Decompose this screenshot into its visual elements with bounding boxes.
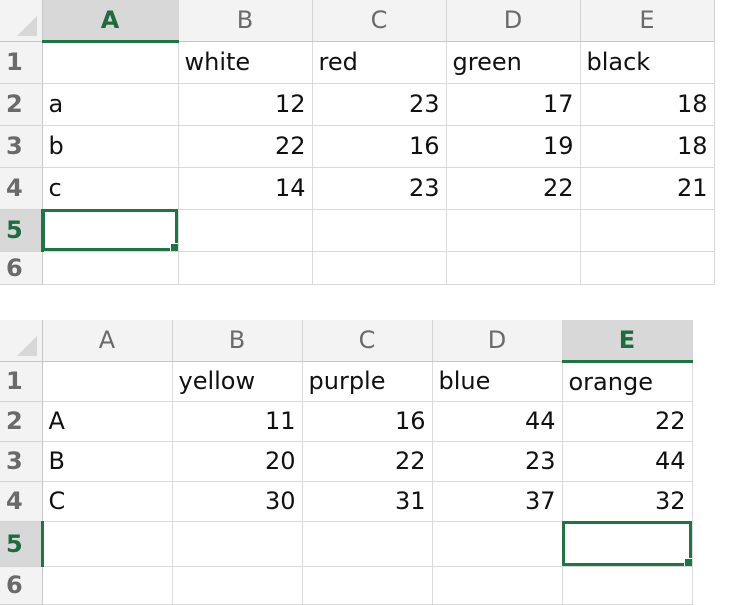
- cell-b3[interactable]: 22: [178, 125, 313, 168]
- cell-a2[interactable]: A: [42, 401, 173, 442]
- select-all-corner[interactable]: [0, 0, 43, 42]
- cell-a6[interactable]: [42, 251, 179, 285]
- cell-c4[interactable]: 31: [302, 481, 433, 522]
- column-header-b[interactable]: B: [172, 320, 303, 362]
- cell-c1[interactable]: red: [312, 41, 447, 84]
- cell-e1[interactable]: black: [580, 41, 715, 84]
- cell-c5[interactable]: [312, 209, 447, 252]
- cell-c2[interactable]: 23: [312, 83, 447, 126]
- cell-c1[interactable]: purple: [302, 361, 433, 402]
- cell-b3[interactable]: 20: [172, 441, 303, 482]
- cell-a4[interactable]: C: [42, 481, 173, 522]
- cell-e2[interactable]: 18: [580, 83, 715, 126]
- cell-b6[interactable]: [178, 251, 313, 285]
- cell-e3[interactable]: 18: [580, 125, 715, 168]
- cell-d4[interactable]: 37: [432, 481, 563, 522]
- cell-b5[interactable]: [178, 209, 313, 252]
- row-header-1[interactable]: 1: [0, 41, 43, 84]
- cell-d1[interactable]: green: [446, 41, 581, 84]
- cell-c2[interactable]: 16: [302, 401, 433, 442]
- row-header-1[interactable]: 1: [0, 361, 43, 402]
- cell-a3[interactable]: b: [42, 125, 179, 168]
- cell-a3[interactable]: B: [42, 441, 173, 482]
- cell-e3[interactable]: 44: [562, 441, 693, 482]
- row-header-2[interactable]: 2: [0, 401, 43, 442]
- row-header-5[interactable]: 5: [0, 209, 44, 252]
- active-cell-e5[interactable]: [562, 521, 693, 567]
- cell-e5[interactable]: [580, 209, 715, 252]
- cell-d3[interactable]: 19: [446, 125, 581, 168]
- cell-a6[interactable]: [42, 566, 173, 605]
- fill-handle[interactable]: [169, 242, 177, 250]
- column-header-c[interactable]: C: [312, 0, 447, 42]
- cell-d6[interactable]: [432, 566, 563, 605]
- cell-b6[interactable]: [172, 566, 303, 605]
- cell-b2[interactable]: 11: [172, 401, 303, 442]
- cell-e6[interactable]: [562, 566, 693, 605]
- cell-a4[interactable]: c: [42, 167, 179, 210]
- cell-a1[interactable]: [42, 361, 173, 402]
- row-header-3[interactable]: 3: [0, 441, 43, 482]
- cell-c3[interactable]: 22: [302, 441, 433, 482]
- cell-e1[interactable]: orange: [562, 361, 693, 402]
- fill-handle[interactable]: [683, 557, 691, 565]
- cell-c4[interactable]: 23: [312, 167, 447, 210]
- row-header-6[interactable]: 6: [0, 566, 43, 605]
- cell-e2[interactable]: 22: [562, 401, 693, 442]
- cell-c5[interactable]: [302, 521, 433, 567]
- column-header-a[interactable]: A: [42, 0, 179, 43]
- cell-d2[interactable]: 44: [432, 401, 563, 442]
- cell-a5[interactable]: [42, 521, 173, 567]
- cell-b1[interactable]: yellow: [172, 361, 303, 402]
- row-header-5[interactable]: 5: [0, 521, 44, 567]
- column-header-e[interactable]: E: [580, 0, 715, 42]
- cell-a1[interactable]: [42, 41, 179, 84]
- cell-a2[interactable]: a: [42, 83, 179, 126]
- column-header-a[interactable]: A: [42, 320, 173, 362]
- column-header-b[interactable]: B: [178, 0, 313, 42]
- cell-e4[interactable]: 32: [562, 481, 693, 522]
- cell-c6[interactable]: [302, 566, 433, 605]
- cell-b5[interactable]: [172, 521, 303, 567]
- cell-d6[interactable]: [446, 251, 581, 285]
- select-all-triangle-icon: [16, 15, 37, 36]
- column-header-d[interactable]: D: [446, 0, 581, 42]
- cell-d3[interactable]: 23: [432, 441, 563, 482]
- cell-d1[interactable]: blue: [432, 361, 563, 402]
- active-cell-a5[interactable]: [42, 209, 179, 252]
- cell-b2[interactable]: 12: [178, 83, 313, 126]
- row-header-6[interactable]: 6: [0, 251, 43, 285]
- cell-d4[interactable]: 22: [446, 167, 581, 210]
- row-header-4[interactable]: 4: [0, 481, 43, 522]
- cell-d5[interactable]: [432, 521, 563, 567]
- spreadsheet-grid-top: A B C D E 1 white red green black 2 a 12…: [0, 0, 715, 285]
- select-all-triangle-icon: [16, 335, 37, 356]
- row-header-2[interactable]: 2: [0, 83, 43, 126]
- cell-b4[interactable]: 30: [172, 481, 303, 522]
- row-header-3[interactable]: 3: [0, 125, 43, 168]
- column-header-c[interactable]: C: [302, 320, 433, 362]
- cell-b4[interactable]: 14: [178, 167, 313, 210]
- cell-e6[interactable]: [580, 251, 715, 285]
- cell-d5[interactable]: [446, 209, 581, 252]
- column-header-d[interactable]: D: [432, 320, 563, 362]
- column-header-e[interactable]: E: [562, 320, 693, 363]
- cell-d2[interactable]: 17: [446, 83, 581, 126]
- cell-b1[interactable]: white: [178, 41, 313, 84]
- row-header-4[interactable]: 4: [0, 167, 43, 210]
- cell-c3[interactable]: 16: [312, 125, 447, 168]
- spreadsheet-grid-bottom: A B C D E 1 yellow purple blue orange 2 …: [0, 320, 693, 605]
- cell-e4[interactable]: 21: [580, 167, 715, 210]
- cell-c6[interactable]: [312, 251, 447, 285]
- select-all-corner[interactable]: [0, 320, 43, 362]
